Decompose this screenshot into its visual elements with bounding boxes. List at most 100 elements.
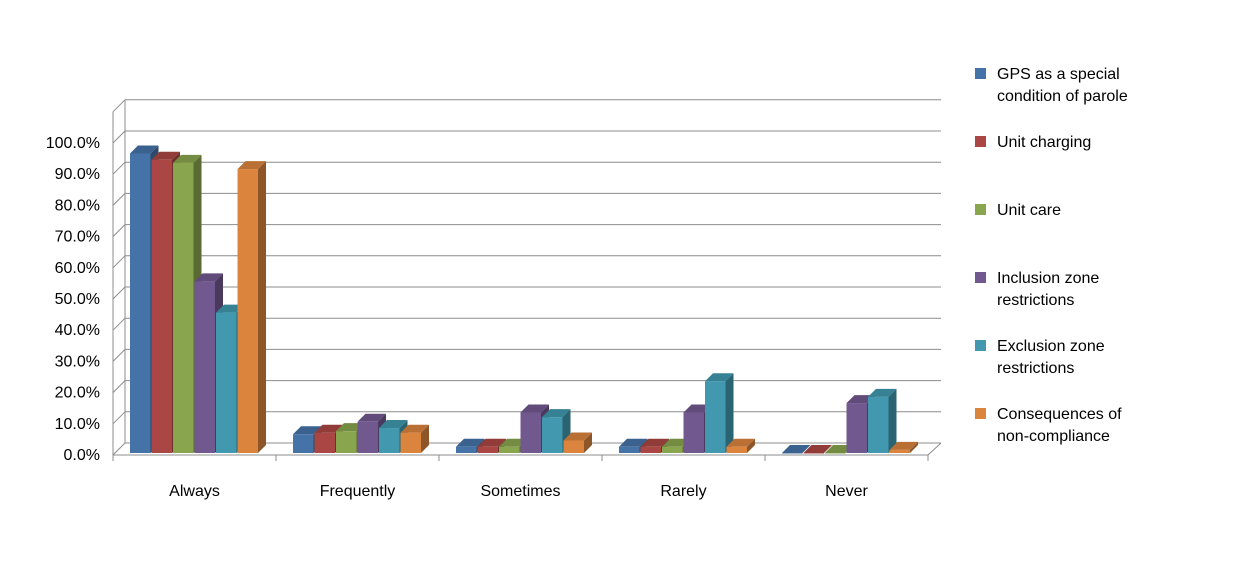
bar	[782, 445, 811, 454]
x-tick-label: Always	[169, 483, 220, 500]
bar-side	[747, 438, 755, 453]
side-gridline	[112, 349, 126, 362]
floor-edge	[927, 442, 942, 456]
bar-front	[151, 159, 172, 453]
bar-top	[705, 373, 734, 382]
legend-label: GPS as a special condition of parole	[997, 66, 1128, 105]
bar-side	[910, 441, 918, 453]
legend-item: Unit charging	[975, 134, 1091, 151]
y-tick-label: 0.0%	[64, 447, 100, 464]
bar-top	[662, 438, 691, 447]
y-tick-label: 100.0%	[46, 135, 100, 152]
bar-front	[237, 169, 258, 453]
bar-front	[477, 446, 498, 453]
legend-label: Unit care	[997, 202, 1061, 219]
bar-front	[662, 446, 683, 453]
series-3	[173, 154, 854, 454]
legend-swatch	[975, 68, 986, 79]
bar	[868, 388, 897, 453]
bar-top	[683, 404, 712, 413]
bar-top	[619, 438, 648, 447]
y-tick-label: 90.0%	[55, 166, 100, 183]
bar-top	[173, 154, 202, 163]
bar-front	[542, 417, 563, 453]
bar-front	[314, 432, 335, 453]
bar-top	[640, 438, 669, 447]
bar-top	[782, 445, 811, 453]
series-6	[237, 161, 918, 453]
legend-label: Inclusion zone restrictions	[997, 270, 1099, 309]
y-tick-label: 50.0%	[55, 291, 100, 308]
bar-top	[563, 432, 592, 441]
bar-top	[237, 161, 266, 170]
side-gridline	[112, 224, 126, 237]
bar-top	[400, 424, 429, 433]
bar-top	[846, 395, 875, 404]
legend-item: GPS as a special condition of parole	[975, 66, 1128, 105]
bar-top	[889, 441, 918, 450]
legend-swatch	[975, 340, 986, 351]
bar	[237, 161, 266, 453]
bar-front	[130, 153, 151, 454]
bar-top	[130, 145, 159, 154]
bar-top	[726, 438, 755, 447]
bar-side	[258, 161, 266, 453]
bar-front	[520, 412, 541, 453]
bar	[705, 373, 734, 453]
side-gridline	[112, 193, 126, 206]
bar-top	[803, 445, 832, 453]
bar	[726, 438, 755, 453]
bar	[803, 445, 832, 454]
bar-top	[825, 445, 854, 453]
bar-front	[293, 434, 314, 453]
bar-top	[314, 424, 343, 433]
bar-top	[194, 273, 223, 282]
legend-item: Consequences of non-compliance	[975, 406, 1122, 445]
bar-top	[499, 438, 528, 447]
side-gridline	[112, 442, 126, 456]
bar-front	[705, 381, 726, 453]
bar-top	[456, 438, 485, 447]
bar-front	[803, 453, 824, 454]
y-tick-label: 60.0%	[55, 260, 100, 277]
bar-front	[619, 446, 640, 453]
bar-top	[520, 404, 549, 413]
legend-label: Exclusion zone restrictions	[997, 338, 1105, 377]
bars	[130, 145, 918, 454]
bar-side	[421, 424, 429, 453]
axis-labels: 0.0% 10.0% 20.0% 30.0% 40.0% 50.0% 60.0% 70.0% 8…	[46, 135, 869, 500]
series-4	[194, 273, 875, 453]
bar-top	[868, 388, 897, 397]
side-gridline	[112, 255, 126, 269]
bar-front	[868, 396, 889, 453]
legend-item: Exclusion zone restrictions	[975, 338, 1105, 377]
legend-label: Consequences of non-compliance	[997, 406, 1122, 445]
y-tick-label: 10.0%	[55, 416, 100, 433]
bar-top	[216, 304, 245, 313]
legend-swatch	[975, 408, 986, 419]
bar-top	[293, 426, 322, 435]
bar-front	[782, 453, 803, 454]
legend-swatch	[975, 204, 986, 215]
bar	[400, 424, 429, 453]
side-gridline	[112, 380, 126, 393]
bar-top	[357, 413, 386, 422]
side-gridline	[112, 286, 126, 300]
y-tick-label: 40.0%	[55, 322, 100, 339]
bar-side	[584, 432, 592, 453]
bar-front	[400, 432, 421, 453]
x-tick-label: Sometimes	[480, 483, 560, 500]
bar	[825, 445, 854, 454]
y-tick-label: 70.0%	[55, 229, 100, 246]
bar-top	[477, 438, 506, 447]
legend: GPS as a special condition of parole Unit …	[975, 66, 1128, 445]
side-gridline	[112, 99, 126, 113]
legend-swatch	[975, 136, 986, 147]
bar-top	[542, 409, 571, 418]
bar-top	[336, 423, 365, 432]
x-tick-label: Never	[825, 483, 868, 500]
side-gridline	[112, 130, 126, 144]
bar-front	[640, 446, 661, 453]
bar-side	[725, 373, 734, 453]
